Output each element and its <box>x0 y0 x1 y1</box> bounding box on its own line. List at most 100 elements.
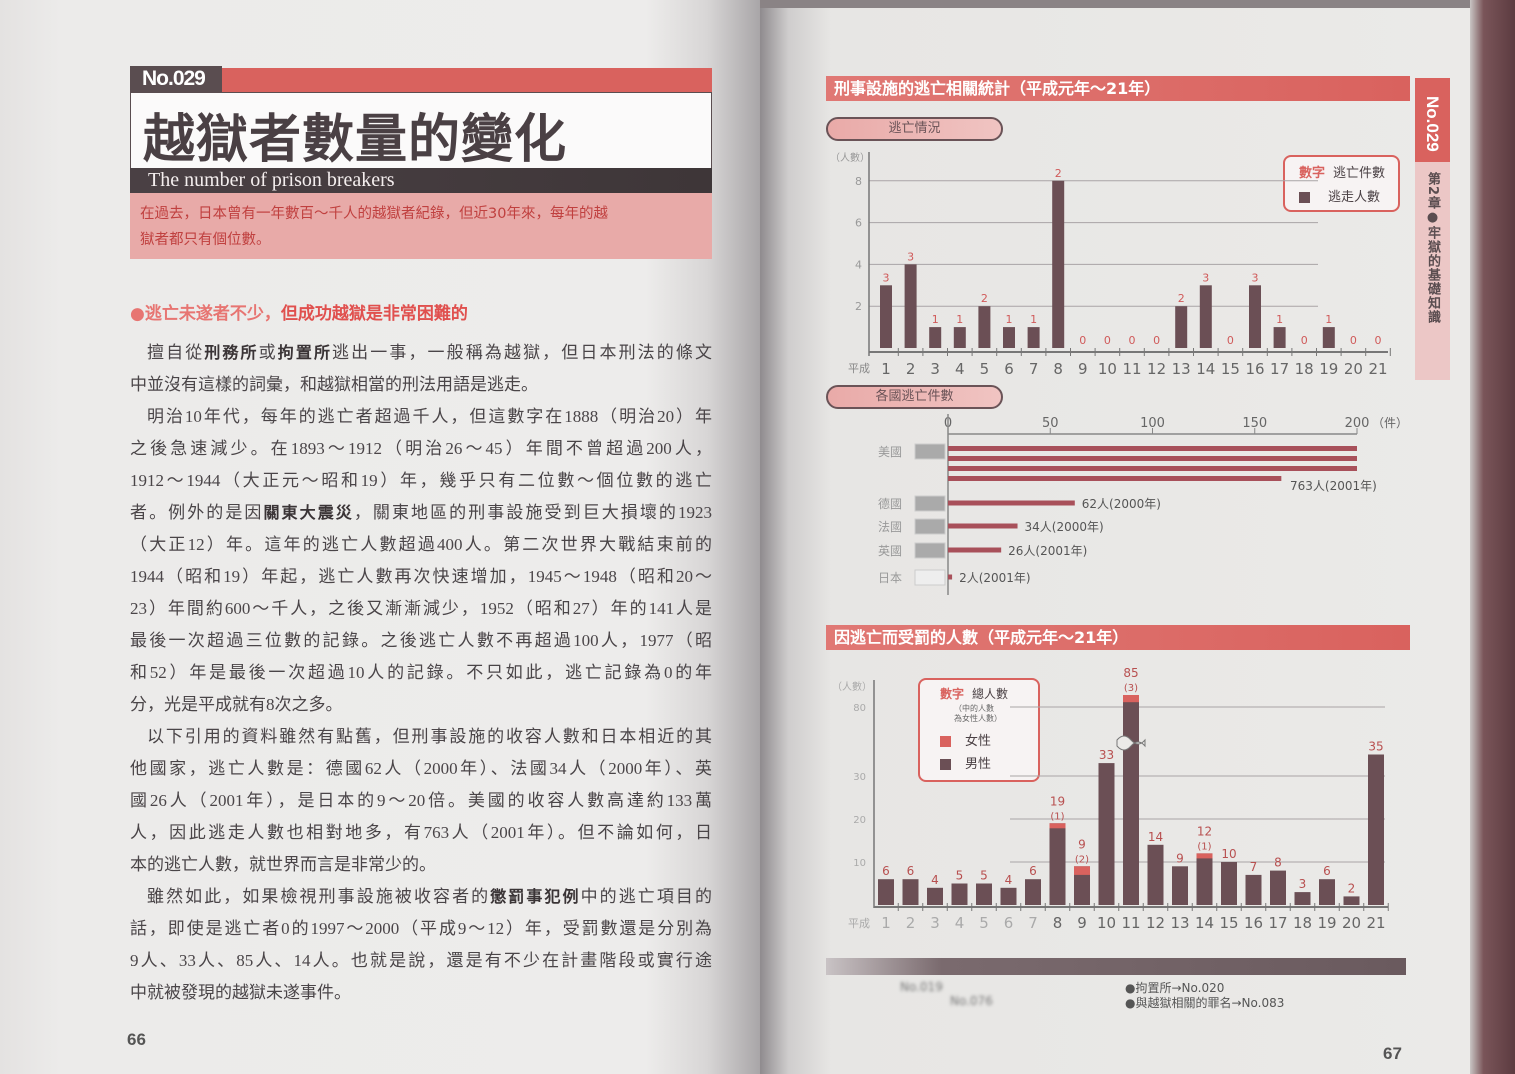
legend-number-key: 數字 <box>940 687 965 701</box>
x-tick-label: 2 <box>906 360 916 378</box>
bar <box>978 306 991 348</box>
text-run: 以下引用的資料雖然有點舊，但刑事設施的收容人數和日本相近的其 <box>147 727 712 746</box>
x-tick-label: 19 <box>1319 360 1338 378</box>
chart-title-country-escapes: 各國逃亡件數 <box>826 385 1003 409</box>
book-cover-edge <box>1470 0 1515 1074</box>
bar <box>948 446 1357 451</box>
section-heading: ●逃亡未遂者不少，但成功越獄是非常困難的 <box>130 299 468 324</box>
bar-label-cases: 0 <box>1079 334 1086 347</box>
summary-line: 在過去，日本曾有一年數百～千人的越獄者紀錄，但近30年來，每年的越 <box>140 206 608 222</box>
country-label: 日本 <box>878 571 902 585</box>
reference-link[interactable]: No.076 <box>950 994 993 1008</box>
text-run: 逃出一事，一般稱為越獄，但日本刑法的條文 <box>332 343 712 362</box>
x-tick-label: 3 <box>930 360 940 378</box>
body-line: 明治10年代，每年的逃亡者超過千人，但這數字在1888（明治20）年 <box>130 401 712 433</box>
bar-male <box>951 883 968 905</box>
text-run: 最後一次超過三位數的記錄。之後逃亡人數不再超過100人，1977（昭 <box>130 631 712 650</box>
reference-link[interactable]: ●與越獄相關的罪名→No.083 <box>1125 996 1285 1010</box>
body-text: 擅自從刑務所或拘置所逃出一事，一般稱為越獄，但日本刑法的條文 中並沒有這樣的詞彙，… <box>130 337 712 1009</box>
text-run: 中就被發現的越獄未遂事件。 <box>130 983 351 1002</box>
bar-total-label: 9 <box>1078 837 1086 851</box>
bar-male <box>1294 892 1311 905</box>
bar-female <box>1123 695 1139 703</box>
bar-male <box>976 883 992 905</box>
x-tick-label: 3 <box>930 914 940 932</box>
x-tick-label: 21 <box>1368 360 1387 378</box>
bold-term: 刑務所 <box>204 343 259 362</box>
x-tick-label: 15 <box>1219 914 1238 932</box>
bar <box>948 476 1282 481</box>
reference-link[interactable]: ●拘置所→No.020 <box>1125 981 1225 995</box>
body-line: 和52）年是最後一次超過10人的記錄。不只如此，逃亡記錄為0的年 <box>130 657 712 689</box>
x-tick-label: 10 <box>1098 360 1117 378</box>
bar-female-label: (3) <box>1124 683 1138 694</box>
bar-total-label: 33 <box>1099 748 1114 762</box>
bar-male <box>1270 870 1286 905</box>
x-tick-label: 18 <box>1295 360 1314 378</box>
x-tick-label: 14 <box>1195 914 1214 932</box>
bar-female <box>1196 853 1213 859</box>
text-run: 本的逃亡人數，就世界而言是非常少的。 <box>130 855 436 874</box>
bar <box>948 500 1075 506</box>
y-tick-label: 30 <box>853 772 866 783</box>
x-tick-label: 13 <box>1172 360 1191 378</box>
bar-label-cases: 2 <box>981 292 988 305</box>
bar-label-cases: 2 <box>1178 292 1185 305</box>
bar-label-cases: 1 <box>1325 313 1332 326</box>
bar-male <box>1196 853 1213 905</box>
text-run: 者。例外的是因 <box>130 503 264 522</box>
bar-male <box>1025 879 1041 905</box>
bar <box>880 285 892 348</box>
x-tick-label: 4 <box>955 914 965 932</box>
bar-total-label: 8 <box>1274 856 1282 870</box>
text-run: 中的逃亡項目的 <box>580 887 712 906</box>
legend-swatch-female <box>940 736 951 747</box>
text-run: （大正12）年。這年的逃亡人數超過400人。第二次世界大戰結束前的 <box>130 535 712 554</box>
bar <box>948 466 1357 471</box>
flag-icon <box>914 569 946 586</box>
flag-icon <box>914 518 946 535</box>
bar-male <box>1172 866 1188 905</box>
bar-total-label: 6 <box>882 864 890 878</box>
text-run: 之後急速減少。在1893～1912（明治26～45）年間不曾超過200人， <box>130 439 712 458</box>
bar-label-cases: 1 <box>1030 313 1037 326</box>
bar-total-label: 4 <box>931 873 939 887</box>
legend-cases: 逃亡件數 <box>1333 166 1386 181</box>
x-tick-label: 2 <box>906 914 916 932</box>
legend-escapees: 逃走人數 <box>1328 190 1381 205</box>
bar-label-cases: 2 <box>1055 167 1062 180</box>
x-tick-label: 21 <box>1366 914 1385 932</box>
x-tick-label: 10 <box>1097 914 1116 932</box>
bar <box>953 327 966 348</box>
bar-value-label: 62人(2000年) <box>1082 497 1161 511</box>
bar-total-label: 35 <box>1368 740 1383 754</box>
legend-swatch-dark <box>1299 192 1310 203</box>
bar-total-label: 5 <box>980 869 988 883</box>
bar-total-label: 6 <box>1323 864 1331 878</box>
bold-term: 懲罰事犯例 <box>490 887 581 906</box>
bar-female-label: (1) <box>1050 811 1064 822</box>
bar-total-label: 3 <box>1299 877 1307 891</box>
x-tick-label: 13 <box>1170 914 1189 932</box>
reference-link[interactable]: No.019 <box>900 980 943 994</box>
bar <box>1052 180 1065 348</box>
x-tick-label: 19 <box>1317 914 1336 932</box>
country-label: 德國 <box>878 496 902 511</box>
bar-label-cases: 0 <box>1301 334 1308 347</box>
chart3-legend: 數字 總人數 （中的人數 為女性人數） 女性 男性 <box>918 678 1040 782</box>
y-tick-label: 4 <box>855 258 862 271</box>
x-tick-label: 6 <box>1004 360 1014 378</box>
country-label: 英國 <box>878 544 902 558</box>
text-run: 1944（昭和19）年起，逃亡人數再次快速增加，1945～1948（昭和20～ <box>130 567 712 586</box>
body-line: 國26人（2001年），是日本的9～20倍。美國的收容人數高達約133萬 <box>130 785 712 817</box>
text-run: 國26人（2001年），是日本的9～20倍。美國的收容人數高達約133萬 <box>130 791 712 810</box>
bar <box>1175 306 1188 348</box>
y-tick-label: 8 <box>855 175 862 188</box>
bar-label-cases: 0 <box>1350 334 1357 347</box>
bar-male <box>1147 844 1164 905</box>
body-line: 者。例外的是因關東大震災，關東地區的刑事設施受到巨大損壞的1923 <box>130 497 712 529</box>
x-tick-label: 1 <box>881 914 891 932</box>
x-tick-label: 5 <box>980 360 990 378</box>
x-tick-label: 11 <box>1121 914 1140 932</box>
bar-male <box>878 879 894 905</box>
